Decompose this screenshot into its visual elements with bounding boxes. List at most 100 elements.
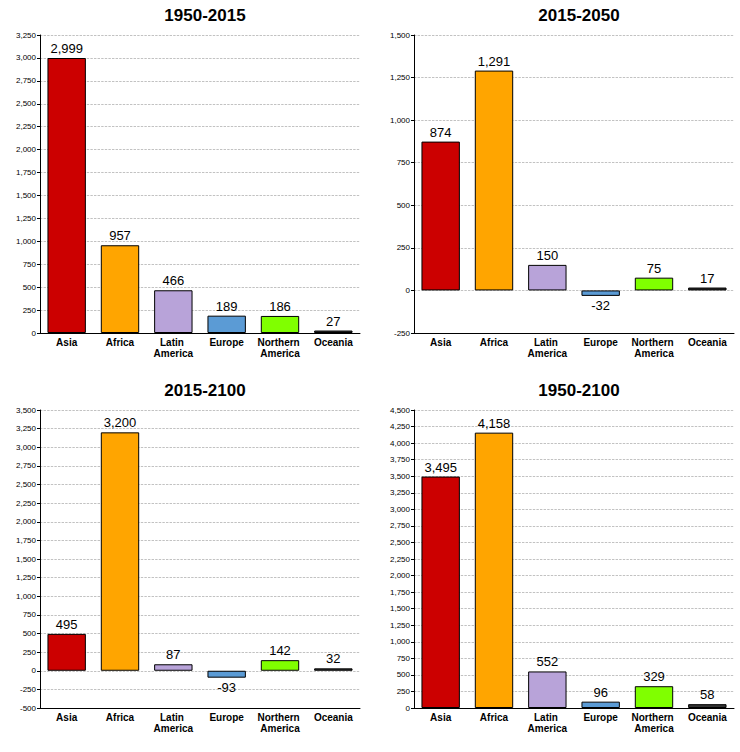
svg-text:3,250: 3,250	[16, 424, 37, 433]
svg-text:Africa: Africa	[480, 337, 509, 348]
svg-text:Northern: Northern	[632, 337, 677, 348]
svg-text:2,000: 2,000	[16, 145, 37, 154]
svg-text:America: America	[154, 348, 194, 359]
svg-text:250: 250	[397, 243, 411, 252]
svg-text:1,250: 1,250	[390, 73, 411, 82]
svg-text:Northern: Northern	[258, 712, 303, 723]
svg-text:1,500: 1,500	[390, 604, 411, 613]
svg-text:250: 250	[23, 648, 37, 657]
svg-text:Asia: Asia	[56, 337, 78, 348]
svg-text:2,750: 2,750	[16, 461, 37, 470]
svg-text:America: America	[528, 723, 568, 734]
svg-text:Europe: Europe	[209, 337, 244, 348]
svg-text:3,250: 3,250	[16, 31, 37, 40]
svg-text:-500: -500	[20, 704, 37, 713]
svg-text:957: 957	[109, 228, 131, 243]
svg-text:Europe: Europe	[209, 712, 244, 723]
svg-text:1,500: 1,500	[390, 31, 411, 40]
svg-text:750: 750	[23, 610, 37, 619]
svg-text:27: 27	[326, 314, 340, 329]
svg-text:96: 96	[593, 685, 607, 700]
svg-text:1,291: 1,291	[478, 54, 511, 69]
svg-text:2015-2100: 2015-2100	[164, 381, 245, 400]
svg-text:Latin: Latin	[160, 337, 187, 348]
svg-text:2,250: 2,250	[390, 555, 411, 564]
svg-text:3,500: 3,500	[390, 472, 411, 481]
svg-text:2,500: 2,500	[16, 99, 37, 108]
svg-text:500: 500	[23, 629, 37, 638]
svg-text:1,750: 1,750	[390, 588, 411, 597]
svg-text:2,750: 2,750	[16, 76, 37, 85]
svg-text:Europe: Europe	[583, 712, 618, 723]
svg-text:Africa: Africa	[106, 712, 135, 723]
svg-text:America: America	[260, 723, 300, 734]
svg-text:0: 0	[406, 286, 411, 295]
svg-text:1,500: 1,500	[16, 191, 37, 200]
svg-text:1,500: 1,500	[16, 555, 37, 564]
svg-text:1,000: 1,000	[16, 237, 37, 246]
svg-text:58: 58	[700, 687, 714, 702]
svg-text:189: 189	[216, 299, 238, 314]
svg-text:-250: -250	[394, 329, 411, 338]
svg-text:Asia: Asia	[430, 337, 452, 348]
svg-text:2015-2050: 2015-2050	[538, 6, 619, 25]
svg-text:186: 186	[269, 299, 291, 314]
svg-text:1,250: 1,250	[16, 214, 37, 223]
svg-text:87: 87	[166, 647, 180, 662]
svg-text:America: America	[634, 348, 674, 359]
svg-text:1,250: 1,250	[390, 621, 411, 630]
svg-text:3,200: 3,200	[104, 415, 137, 430]
svg-text:1950-2100: 1950-2100	[538, 381, 619, 400]
svg-text:32: 32	[326, 651, 340, 666]
svg-text:Europe: Europe	[583, 337, 618, 348]
svg-text:America: America	[528, 348, 568, 359]
svg-text:3,000: 3,000	[390, 505, 411, 514]
svg-text:750: 750	[397, 654, 411, 663]
svg-text:1,000: 1,000	[390, 116, 411, 125]
svg-text:2,500: 2,500	[390, 538, 411, 547]
svg-text:-93: -93	[217, 680, 236, 695]
svg-text:0: 0	[32, 666, 37, 675]
svg-text:142: 142	[269, 643, 291, 658]
svg-text:Latin: Latin	[534, 337, 561, 348]
svg-text:3,750: 3,750	[390, 455, 411, 464]
svg-text:America: America	[260, 348, 300, 359]
svg-text:Northern: Northern	[258, 337, 303, 348]
svg-text:3,495: 3,495	[424, 460, 457, 475]
svg-text:Northern: Northern	[632, 712, 677, 723]
svg-text:874: 874	[430, 125, 452, 140]
svg-text:2,750: 2,750	[390, 521, 411, 530]
svg-text:3,000: 3,000	[16, 443, 37, 452]
svg-text:1,750: 1,750	[16, 536, 37, 545]
svg-text:Asia: Asia	[430, 712, 452, 723]
svg-text:America: America	[634, 723, 674, 734]
svg-text:500: 500	[397, 201, 411, 210]
svg-text:-250: -250	[20, 685, 37, 694]
svg-text:552: 552	[536, 654, 558, 669]
svg-text:Oceania: Oceania	[314, 337, 353, 348]
svg-text:Latin: Latin	[534, 712, 561, 723]
svg-text:500: 500	[23, 283, 37, 292]
svg-text:Oceania: Oceania	[314, 712, 353, 723]
svg-text:Africa: Africa	[480, 712, 509, 723]
svg-text:America: America	[154, 723, 194, 734]
svg-text:Africa: Africa	[106, 337, 135, 348]
svg-text:466: 466	[162, 273, 184, 288]
svg-text:3,500: 3,500	[16, 406, 37, 415]
svg-text:0: 0	[32, 329, 37, 338]
svg-text:1950-2015: 1950-2015	[164, 6, 245, 25]
svg-text:75: 75	[647, 261, 661, 276]
svg-text:250: 250	[397, 687, 411, 696]
svg-text:3,000: 3,000	[16, 53, 37, 62]
svg-text:1,000: 1,000	[390, 637, 411, 646]
svg-text:-32: -32	[591, 298, 610, 313]
svg-text:2,250: 2,250	[16, 122, 37, 131]
svg-text:4,000: 4,000	[390, 439, 411, 448]
svg-text:4,250: 4,250	[390, 422, 411, 431]
svg-text:2,250: 2,250	[16, 499, 37, 508]
svg-text:2,999: 2,999	[50, 41, 83, 56]
svg-text:Oceania: Oceania	[688, 337, 727, 348]
svg-text:250: 250	[23, 306, 37, 315]
svg-text:329: 329	[643, 669, 665, 684]
svg-text:2,500: 2,500	[16, 480, 37, 489]
